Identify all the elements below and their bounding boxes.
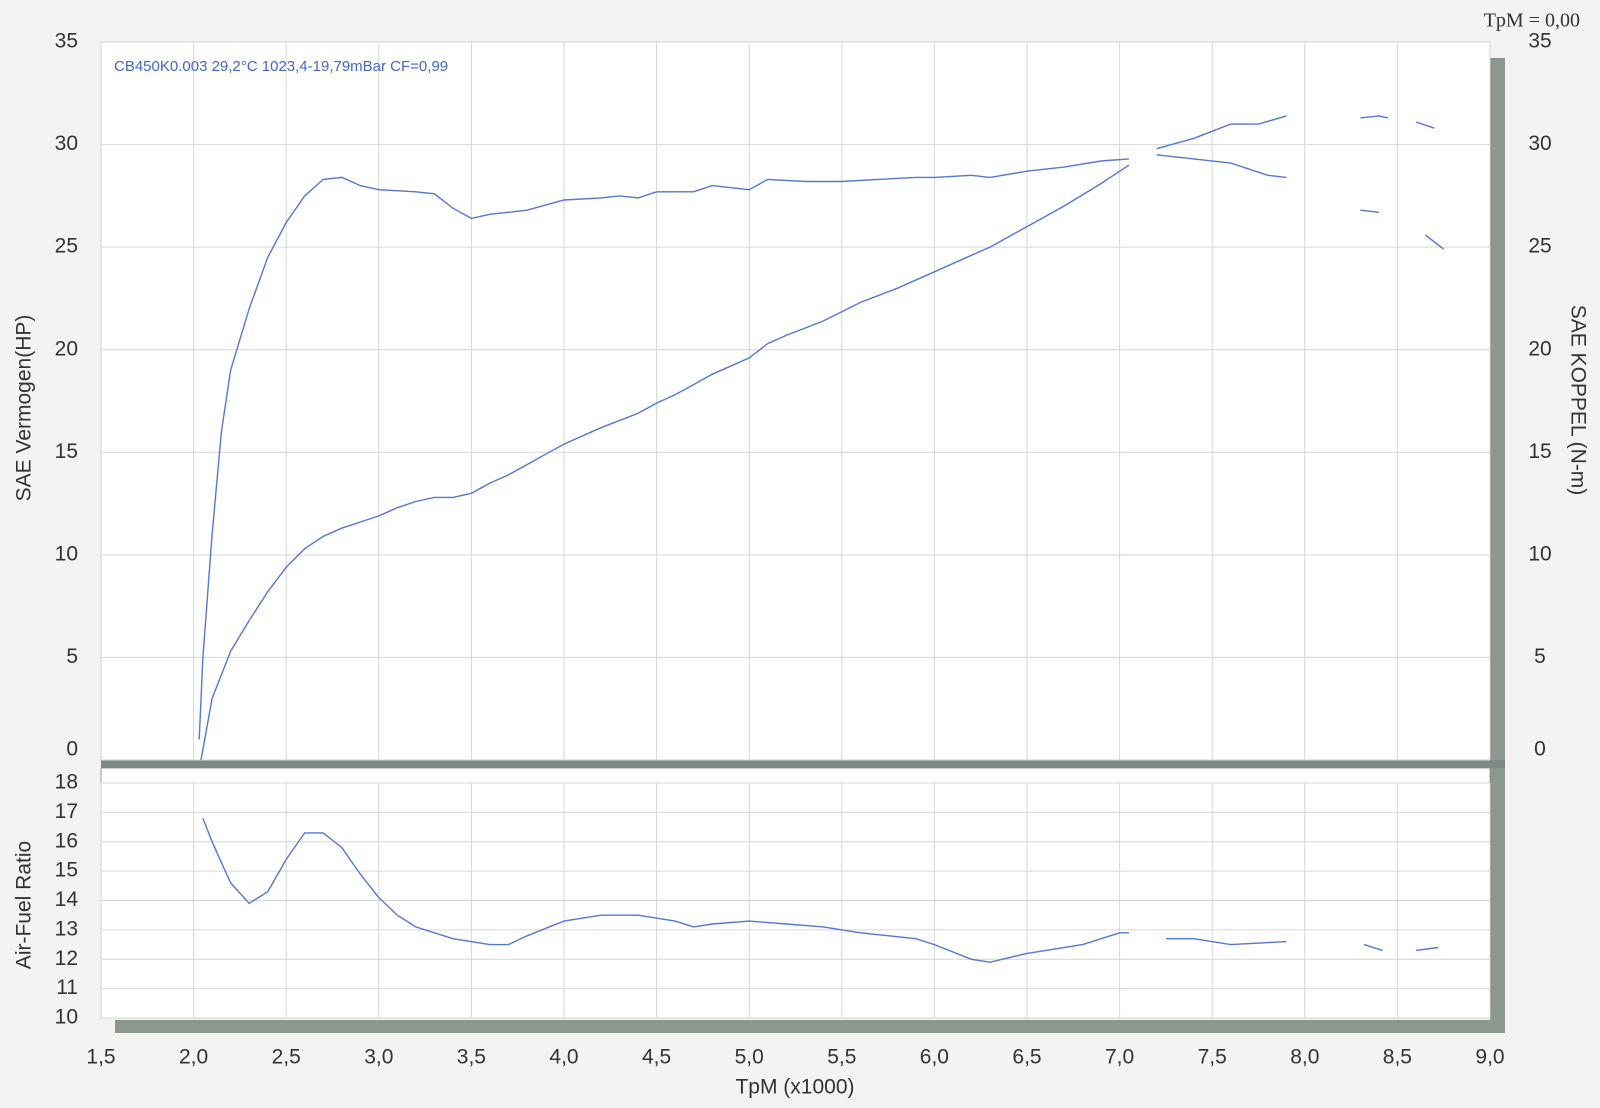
y-tick-label: 16 [55,829,78,852]
x-tick-label: 1,5 [86,1046,115,1069]
y-tick-label: 25 [55,235,78,258]
y-tick-label: 13 [55,917,78,940]
y2-tick-label: 35 [1528,30,1551,53]
y2-tick-label: 25 [1528,235,1551,258]
y2-tick-label: 0 [1534,738,1546,761]
y-axis-label: SAE Vermogen(HP) [13,315,36,502]
x-tick-label: 8,5 [1383,1046,1412,1069]
run-info: CB450K0.003 29,2°C 1023,4-19,79mBar CF=0… [114,58,448,75]
x-tick-label: 3,5 [457,1046,486,1069]
frame-shadow-right [1490,58,1505,1033]
y-tick-label: 10 [55,542,78,565]
x-tick-label: 5,0 [735,1046,764,1069]
y-tick-label: 14 [55,888,79,911]
x-tick-label: 7,5 [1198,1046,1227,1069]
curve [202,818,1439,963]
afr-axis-label: Air-Fuel Ratio [13,841,36,969]
rpm-readout: TpM = 0,00 [1484,10,1580,32]
x-axis-label: TpM (x1000) [735,1076,854,1099]
x-tick-label: 2,0 [179,1046,208,1069]
x-tick-label: 4,0 [549,1046,578,1069]
y-tick-label: 12 [55,947,78,970]
plot-separator [101,760,1505,768]
x-tick-label: 6,5 [1012,1046,1041,1069]
x-tick-label: 5,5 [827,1046,856,1069]
y2-tick-label: 5 [1534,645,1546,668]
y-tick-label: 15 [55,859,78,882]
y2-tick-label: 10 [1528,542,1551,565]
y-tick-label: 11 [56,976,78,999]
x-tick-label: 4,5 [642,1046,671,1069]
y-tick-label: 30 [55,132,78,155]
y2-tick-label: 15 [1528,440,1551,463]
y-tick-label: 15 [55,440,78,463]
y-tick-label: 0 [66,738,78,761]
x-tick-label: 3,0 [364,1046,393,1069]
x-tick-label: 8,0 [1290,1046,1319,1069]
y-tick-label: 17 [55,800,78,823]
plot-area-top [100,41,1491,761]
plot-area-bottom [100,767,1491,1019]
frame-shadow-bottom [115,1020,1505,1033]
y2-tick-label: 20 [1528,337,1551,360]
x-tick-label: 2,5 [272,1046,301,1069]
y-tick-label: 5 [66,645,78,668]
curve [200,115,1435,761]
y2-axis-label: SAE KOPPEL (N-m) [1566,305,1589,496]
y2-tick-label: 30 [1528,132,1551,155]
y-tick-label: 10 [55,1006,78,1029]
x-tick-label: 7,0 [1105,1046,1134,1069]
x-tick-label: 6,0 [920,1046,949,1069]
y-tick-label: 18 [55,771,78,794]
y-tick-label: 35 [55,30,78,53]
y-tick-label: 20 [55,337,78,360]
curve [198,154,1445,740]
x-tick-label: 9,0 [1475,1046,1504,1069]
